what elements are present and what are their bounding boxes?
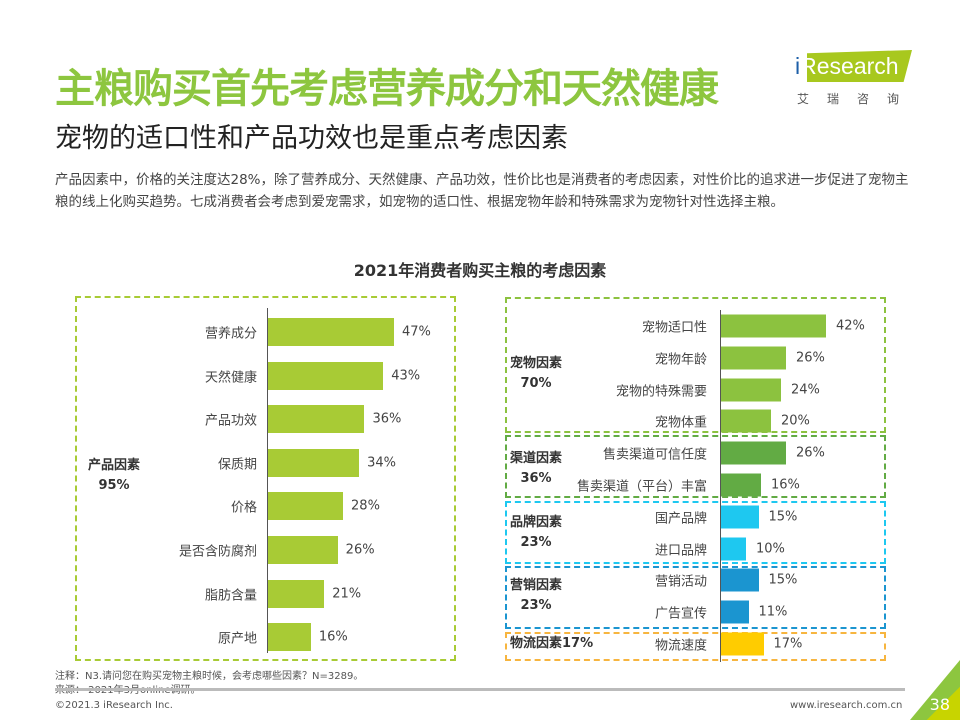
- bar-value: 10%: [756, 541, 785, 557]
- group-box: [505, 297, 886, 433]
- bar: [268, 318, 394, 346]
- bar-label: 原产地: [217, 631, 257, 647]
- bar-label: 产品功效: [204, 413, 257, 429]
- y-axis: [267, 308, 268, 653]
- bar: [721, 314, 826, 338]
- bar-label: 售卖渠道（平台）丰富: [576, 479, 707, 495]
- bar-value: 42%: [836, 318, 865, 334]
- bar-value: 17%: [773, 636, 803, 652]
- bar-label: 脂肪含量: [204, 588, 257, 604]
- chart-title: 2021年消费者购买主粮的考虑因素: [353, 261, 607, 280]
- bar: [268, 361, 384, 390]
- bar: [268, 405, 365, 434]
- group-label: 品牌因素 23%: [510, 514, 563, 550]
- summary-paragraph: 产品因素中，价格的关注度达28%，除了营养成分、天然健康、产品功效，性价比也是消…: [55, 172, 909, 210]
- bar: [721, 346, 786, 370]
- bar-label: 价格: [230, 500, 257, 516]
- y-axis: [720, 310, 721, 662]
- copyright: ©2021.3 iResearch Inc.: [55, 700, 173, 711]
- bar-label: 宠物体重: [654, 415, 707, 431]
- bar-label: 营销活动: [654, 574, 707, 590]
- group-label: 物流因素17%: [510, 636, 594, 651]
- group-box: [505, 566, 886, 629]
- bar-label: 国产品牌: [654, 511, 707, 527]
- bar: [268, 448, 360, 477]
- bar-value: 15%: [768, 572, 798, 588]
- bar-label: 宠物年龄: [654, 352, 707, 368]
- page-number: 38: [929, 695, 950, 714]
- bar: [721, 632, 764, 656]
- bar: [721, 600, 749, 624]
- site-url: www.iresearch.com.cn: [790, 700, 903, 711]
- bar-value: 26%: [345, 542, 375, 558]
- bar: [721, 409, 771, 433]
- bar-value: 24%: [791, 382, 820, 398]
- bar-label: 广告宣传: [654, 606, 707, 622]
- bar-value: 26%: [796, 445, 825, 461]
- group-label: 渠道因素 36%: [510, 451, 563, 487]
- bar-value: 20%: [781, 413, 810, 429]
- page-title: 主粮购买首先考虑营养成分和天然健康: [55, 66, 719, 112]
- bar: [268, 536, 338, 564]
- bar-label: 宠物的特殊需要: [615, 384, 707, 400]
- bar: [721, 473, 761, 497]
- group-label: 营销因素 23%: [510, 578, 563, 614]
- bar: [721, 537, 746, 561]
- bar-label: 进口品牌: [654, 543, 707, 559]
- bar: [721, 505, 759, 529]
- bar-value: 26%: [796, 350, 825, 366]
- group-box: [505, 632, 886, 661]
- group-label-product: 产品因素 95%: [88, 458, 141, 493]
- bar: [721, 441, 786, 465]
- bar-value: 43%: [391, 368, 421, 384]
- bar: [721, 378, 781, 402]
- bar-label: 售卖渠道可信任度: [602, 447, 707, 463]
- footer-divider: [55, 688, 905, 691]
- group-box: [505, 501, 886, 564]
- bar-value: 28%: [351, 498, 380, 514]
- bar-value: 21%: [332, 586, 362, 602]
- chart-note: 注释：N3.请问您在购买宠物主粮时候，会考虑哪些因素？N=3289。: [55, 671, 364, 682]
- page-subtitle: 宠物的适口性和产品功效也是重点考虑因素: [55, 123, 568, 154]
- iresearch-logo: iResearch 艾瑞咨询: [795, 50, 915, 110]
- bar-label: 天然健康: [204, 370, 257, 386]
- bar-value: 16%: [318, 629, 348, 645]
- bar-label: 是否含防腐剂: [178, 544, 257, 560]
- bar-value: 36%: [372, 411, 402, 427]
- group-box: [505, 435, 886, 498]
- bar-value: 34%: [367, 455, 397, 471]
- bar-label: 物流速度: [654, 638, 707, 654]
- group-label: 宠物因素 70%: [510, 355, 563, 391]
- bar: [268, 492, 344, 521]
- bar-label: 营养成分: [204, 326, 257, 342]
- bar: [721, 568, 759, 592]
- bar-value: 15%: [768, 509, 798, 525]
- bar-value: 11%: [758, 604, 788, 620]
- bar-label: 保质期: [217, 457, 257, 473]
- bar-value: 47%: [401, 324, 431, 340]
- bar: [268, 623, 311, 652]
- bar-label: 宠物适口性: [641, 320, 707, 336]
- group-box-product: [75, 296, 456, 661]
- bar-value: 16%: [771, 477, 800, 493]
- bar: [268, 579, 325, 608]
